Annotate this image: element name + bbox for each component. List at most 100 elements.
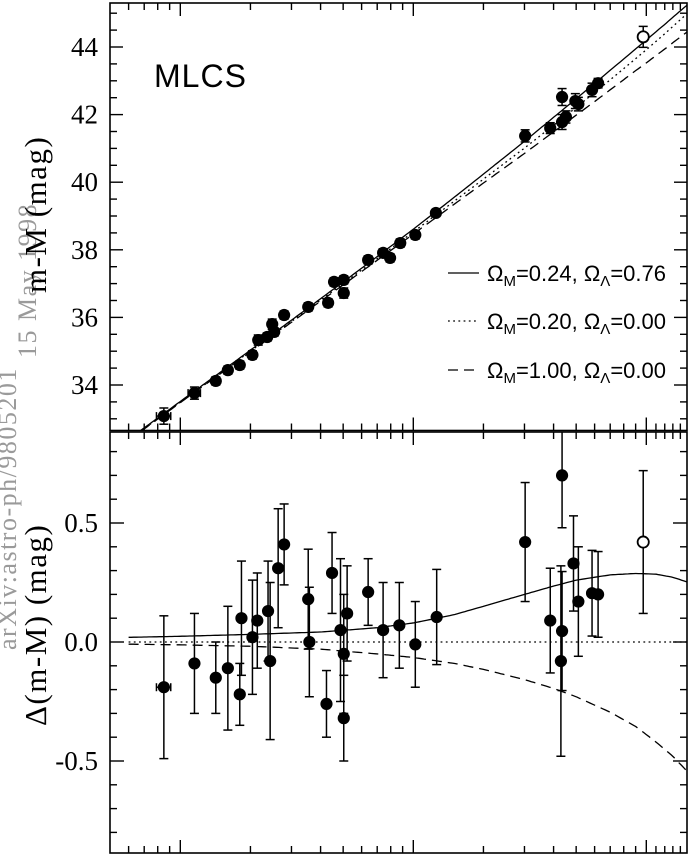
data-point <box>246 579 259 696</box>
filled-circle-marker <box>157 681 170 694</box>
data-point <box>430 568 443 666</box>
filled-circle-marker <box>393 619 406 632</box>
legend: ΩM=0.24, ΩΛ=0.76 ΩM=0.20, ΩΛ=0.00 ΩM=1.0… <box>448 261 666 387</box>
model-curve-top-dashed <box>140 31 687 431</box>
data-point <box>567 515 580 612</box>
filled-circle-marker <box>337 712 350 725</box>
data-point <box>409 228 422 242</box>
filled-circle-marker <box>519 535 532 549</box>
filled-circle-marker <box>555 624 569 638</box>
filled-circle-marker <box>394 236 407 250</box>
data-point <box>362 557 375 627</box>
y-tick-label-top: 38 <box>71 235 98 265</box>
filled-circle-marker <box>221 662 234 675</box>
filled-circle-marker <box>246 631 259 644</box>
data-point <box>322 296 335 309</box>
filled-circle-marker <box>567 557 580 570</box>
filled-circle-marker <box>303 635 316 649</box>
data-point <box>233 358 246 372</box>
data-point <box>246 348 259 362</box>
filled-circle-marker <box>519 129 532 142</box>
arxiv-watermark-id: arXiv:astro-ph/9805201 <box>0 367 22 650</box>
data-point <box>429 206 442 220</box>
filled-circle-marker <box>559 110 573 124</box>
data-point <box>302 300 315 314</box>
filled-circle-marker <box>325 566 339 580</box>
axis-ticks <box>110 3 687 853</box>
data-point <box>251 572 264 669</box>
filled-circle-marker <box>409 228 422 242</box>
open-circle-marker <box>636 30 650 44</box>
filled-circle-marker <box>272 562 285 575</box>
y-axis-label-bottom: Δ(m-M) (mag) <box>18 524 53 726</box>
top-panel-frame <box>109 2 688 432</box>
filled-circle-marker <box>302 593 315 606</box>
filled-circle-marker <box>320 697 333 710</box>
data-point <box>393 581 406 669</box>
data-point <box>188 612 201 715</box>
data-point <box>377 581 390 679</box>
filled-circle-marker <box>362 585 375 599</box>
data-point-open <box>636 469 650 615</box>
filled-circle-marker <box>233 358 246 372</box>
filled-circle-marker <box>322 296 335 309</box>
data-point <box>383 251 397 265</box>
panel-title-mlcs: MLCS <box>154 58 247 94</box>
data-point <box>341 565 354 662</box>
filled-circle-marker <box>409 638 422 651</box>
y-tick-label-top: 44 <box>71 32 99 62</box>
filled-circle-marker <box>246 348 259 362</box>
open-circle-marker <box>636 535 650 549</box>
data-point <box>337 286 350 300</box>
y-tick-label-top: 34 <box>71 370 99 400</box>
data-point <box>209 641 222 715</box>
data-point <box>325 531 339 615</box>
data-point <box>544 121 557 135</box>
data-point <box>394 236 407 250</box>
data-point <box>221 364 234 377</box>
data-point <box>303 586 316 698</box>
data-point <box>264 581 277 741</box>
filled-circle-marker <box>264 654 277 668</box>
y-tick-label-top: 36 <box>71 302 98 332</box>
data-point-open <box>636 25 650 49</box>
filled-circle-marker <box>278 308 291 322</box>
data-point <box>261 560 275 662</box>
data-point <box>519 129 532 143</box>
filled-circle-marker <box>377 624 390 637</box>
data-point <box>235 560 248 677</box>
legend-label-0: ΩM=0.24, ΩΛ=0.76 <box>487 261 666 290</box>
data-point <box>591 550 605 638</box>
data-point <box>155 615 172 760</box>
data-point <box>266 318 279 331</box>
filled-circle-marker <box>221 364 234 377</box>
filled-circle-marker <box>209 671 222 684</box>
data-point <box>337 273 350 286</box>
filled-circle-marker <box>555 90 569 104</box>
filled-circle-marker <box>591 77 605 90</box>
model-curve-bottom-solid <box>128 572 687 638</box>
data-point <box>572 546 585 658</box>
filled-circle-marker <box>362 253 375 267</box>
filled-circle-marker <box>157 409 170 423</box>
data-point <box>320 669 333 738</box>
legend-label-2: ΩM=1.00, ΩΛ=0.00 <box>487 358 666 387</box>
filled-circle-marker <box>261 604 275 618</box>
data-point <box>591 77 605 90</box>
filled-circle-marker <box>429 206 442 220</box>
data-point <box>155 407 172 425</box>
filled-circle-marker <box>544 614 557 627</box>
y-tick-label-bottom: 0.0 <box>64 627 98 657</box>
filled-circle-marker <box>188 387 201 400</box>
data-point <box>302 548 315 650</box>
filled-circle-marker <box>544 122 557 135</box>
arxiv-watermark-date: 15 May 1998 <box>13 203 42 358</box>
bottom-panel-frame <box>109 431 688 854</box>
data-point <box>278 308 291 322</box>
data-point <box>559 110 573 124</box>
model-curves-bottom <box>128 572 687 772</box>
legend-label-1: ΩM=0.20, ΩΛ=0.00 <box>487 309 666 338</box>
data-point <box>362 253 375 267</box>
